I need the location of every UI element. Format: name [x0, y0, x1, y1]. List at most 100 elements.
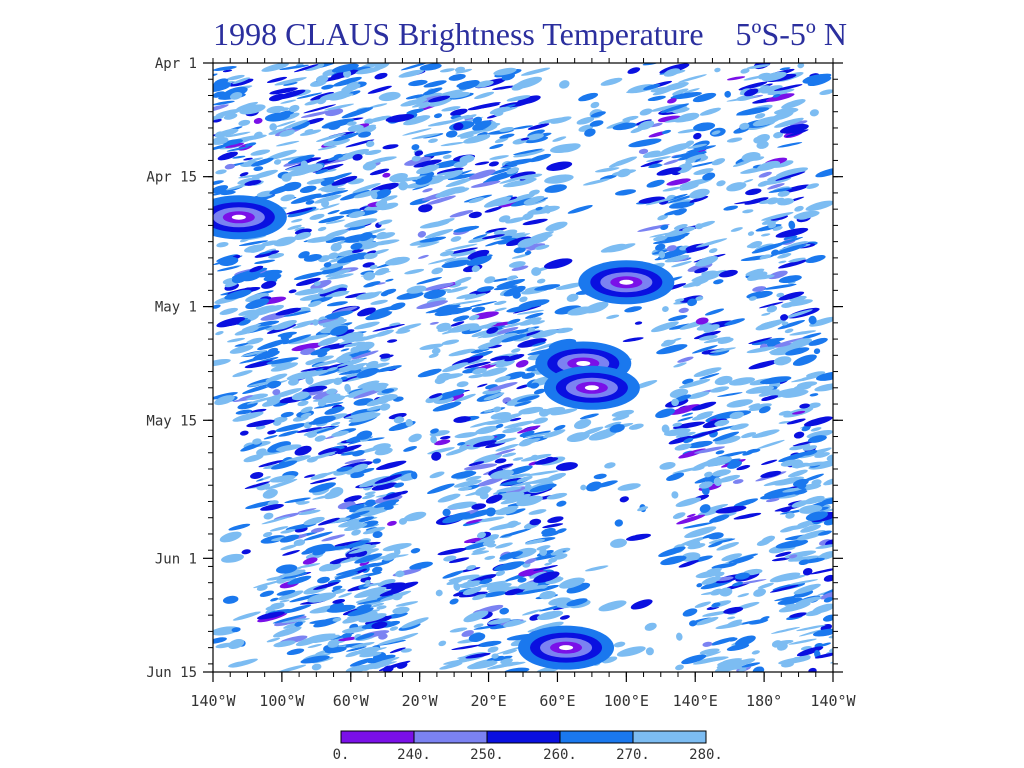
tb-cell [734, 572, 750, 580]
tb-cell [309, 213, 325, 220]
tb-cell [317, 145, 337, 151]
tb-cell [369, 657, 400, 667]
tb-cell [788, 257, 806, 263]
tb-cell [364, 580, 371, 585]
tb-cell [266, 576, 285, 581]
tb-cell [220, 190, 236, 196]
tb-cell [513, 246, 526, 254]
tb-cell [389, 647, 406, 654]
tb-cell [756, 439, 785, 450]
tb-cell [566, 598, 588, 607]
x-tick-label: 140°E [673, 692, 718, 710]
tb-cell [386, 520, 397, 526]
tb-cell [450, 321, 465, 327]
tb-cell [578, 92, 599, 102]
tb-cell [228, 78, 254, 87]
tb-cell [482, 388, 502, 395]
tb-cell [519, 173, 543, 180]
tb-cell [263, 512, 274, 520]
tb-cell [408, 79, 428, 87]
tb-cell [742, 450, 754, 456]
tb-cell [493, 285, 518, 291]
tb-cell [322, 395, 345, 404]
tb-cell [723, 205, 738, 211]
tb-cell [253, 131, 263, 138]
tb-cell [262, 399, 281, 407]
tb-cell [519, 317, 542, 326]
tb-cell [459, 155, 475, 164]
tb-cell [821, 497, 833, 505]
tb-cell [237, 177, 260, 185]
tb-cell [308, 450, 340, 461]
tb-cell [454, 276, 472, 284]
tb-cell [586, 481, 602, 492]
tb-cell [404, 268, 425, 275]
tb-cell [343, 341, 366, 348]
tb-cell [711, 562, 737, 569]
tb-cell [288, 104, 300, 113]
tb-cell [658, 546, 686, 557]
tb-cell [695, 570, 721, 579]
tb-cell [266, 637, 281, 643]
tb-cell [691, 413, 713, 421]
tb-cell [326, 273, 354, 280]
tb-cell [524, 312, 544, 319]
tb-cell [477, 516, 505, 523]
tb-cell [484, 206, 502, 213]
tb-cell [487, 586, 519, 593]
tb-cell [214, 128, 239, 138]
tb-cell [514, 401, 532, 407]
tb-cell [800, 447, 832, 459]
tb-cell [288, 289, 297, 294]
tb-cell [398, 181, 409, 191]
tb-cell [332, 599, 346, 604]
tb-cell [259, 590, 274, 597]
tb-cell [378, 633, 388, 640]
tb-cell [497, 237, 517, 245]
tb-cell [704, 308, 725, 316]
tb-cell [803, 449, 818, 456]
tb-cell [489, 155, 509, 160]
tb-cell [662, 306, 669, 313]
tb-cell [381, 388, 395, 394]
tb-cell [312, 425, 340, 435]
tb-cell [321, 265, 344, 275]
tb-cell [504, 588, 525, 596]
tb-cell [345, 510, 370, 519]
tb-cell [362, 161, 377, 171]
tb-cell [280, 411, 294, 418]
tb-cell [217, 151, 238, 161]
tb-cell [291, 391, 310, 401]
tb-cell [748, 296, 757, 301]
tb-cell [494, 300, 507, 306]
tb-cell [338, 364, 354, 371]
tb-cell [354, 553, 383, 564]
tb-cell [253, 117, 263, 124]
tb-cell [783, 235, 798, 241]
tb-cell [527, 327, 536, 332]
tb-cell [786, 418, 806, 425]
tb-cell [319, 287, 348, 297]
tb-cell [694, 601, 711, 608]
tb-cell [436, 322, 451, 330]
tb-cell [213, 626, 239, 636]
tb-cell [823, 597, 833, 603]
tb-cell [546, 492, 568, 500]
tb-cell [727, 619, 743, 626]
tb-cell [500, 658, 513, 665]
tb-cell [678, 307, 689, 313]
tb-cell [533, 388, 546, 395]
tb-cell [449, 210, 474, 218]
tb-cell [741, 152, 761, 162]
tb-cell [455, 68, 473, 74]
tb-cell [758, 171, 772, 178]
tb-cell [289, 593, 321, 603]
tb-cell [761, 312, 771, 316]
tb-cell [382, 552, 399, 561]
tb-cell [372, 531, 383, 539]
tb-cell [634, 321, 643, 325]
tb-cell [826, 454, 833, 462]
tb-cell [777, 320, 806, 330]
tb-cell [808, 315, 817, 325]
tb-cell [459, 580, 483, 589]
